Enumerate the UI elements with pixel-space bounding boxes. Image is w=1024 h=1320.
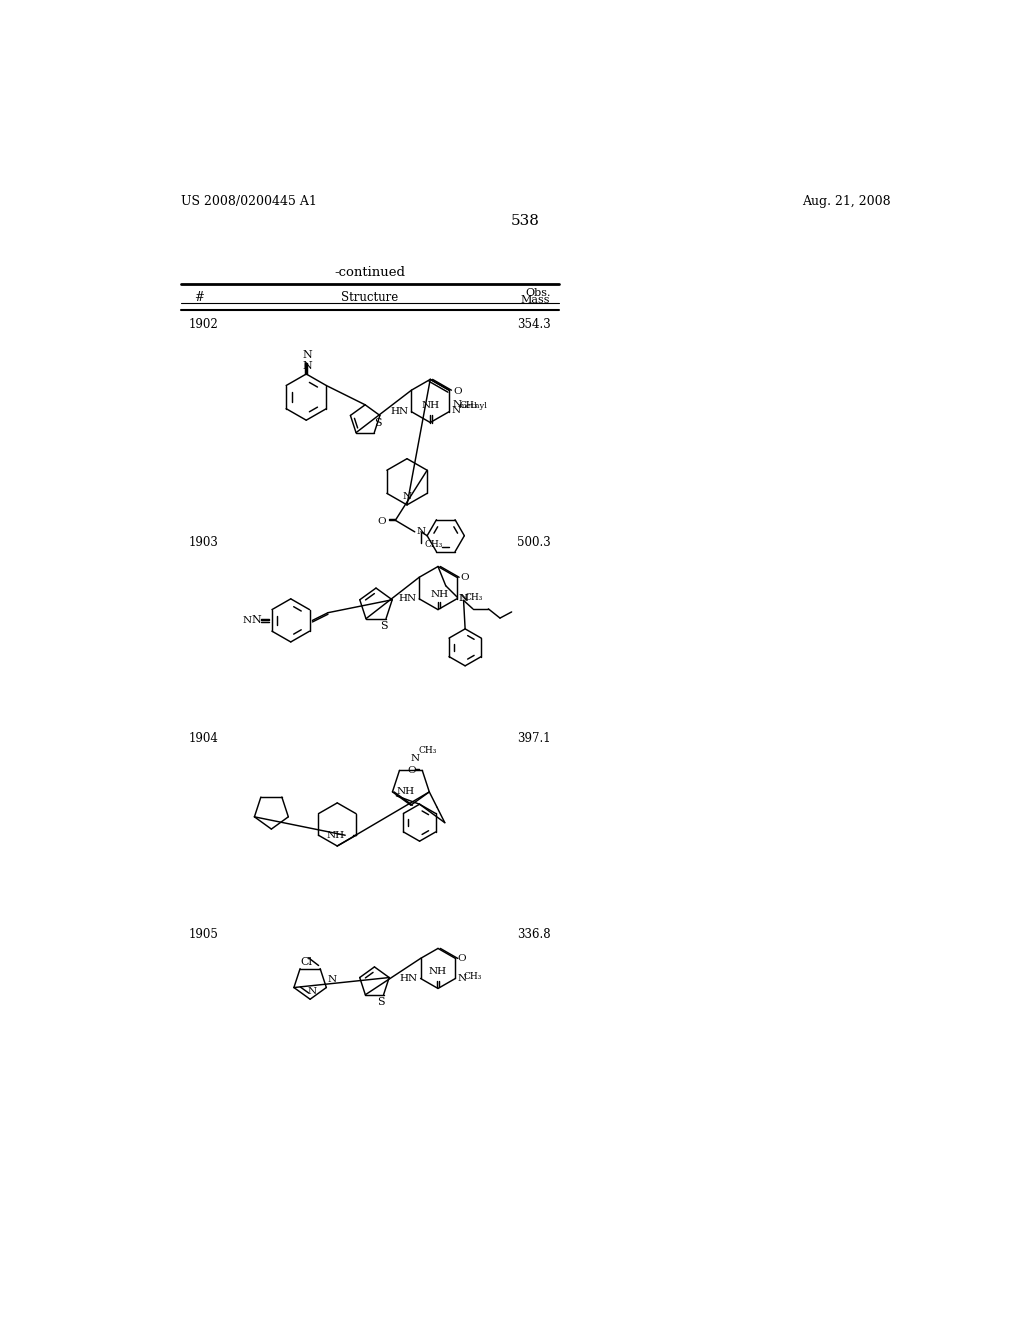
Text: 1902: 1902 (188, 318, 218, 331)
Text: N: N (411, 754, 419, 763)
Text: N: N (303, 360, 312, 371)
Text: N: N (459, 594, 468, 603)
Text: NH: NH (429, 968, 447, 977)
Text: CH₃: CH₃ (465, 593, 483, 602)
Text: Cl: Cl (300, 957, 312, 968)
Text: O: O (408, 766, 416, 775)
Text: NH: NH (421, 401, 439, 411)
Text: CH₃: CH₃ (460, 401, 478, 411)
Text: US 2008/0200445 A1: US 2008/0200445 A1 (180, 195, 316, 209)
Text: #: # (194, 290, 204, 304)
Text: Mass: Mass (521, 296, 550, 305)
Text: N: N (459, 594, 468, 603)
Text: O: O (458, 954, 466, 962)
Text: 397.1: 397.1 (517, 733, 550, 744)
Text: methyl: methyl (459, 403, 487, 411)
Text: CH₃: CH₃ (463, 973, 481, 981)
Text: 500.3: 500.3 (517, 536, 550, 549)
Text: HN: HN (390, 408, 409, 416)
Text: N: N (458, 974, 467, 983)
Text: HN: HN (399, 974, 418, 983)
Text: -continued: -continued (334, 267, 406, 280)
Text: Structure: Structure (341, 290, 398, 304)
Text: 1904: 1904 (188, 733, 218, 744)
Text: 354.3: 354.3 (517, 318, 550, 331)
Text: N: N (243, 616, 252, 624)
Text: O: O (453, 387, 462, 396)
Text: N: N (452, 405, 461, 414)
Text: CH₃: CH₃ (419, 746, 437, 755)
Text: 1903: 1903 (188, 536, 218, 549)
Text: S: S (378, 997, 385, 1007)
Text: N: N (307, 987, 316, 997)
Text: Aug. 21, 2008: Aug. 21, 2008 (802, 195, 891, 209)
Text: S: S (380, 620, 387, 631)
Text: NH: NH (430, 590, 449, 599)
Text: 1905: 1905 (188, 928, 218, 941)
Text: N: N (303, 350, 312, 360)
Text: N: N (252, 615, 261, 626)
Text: NH: NH (396, 788, 415, 796)
Text: N: N (328, 975, 337, 985)
Text: O: O (378, 517, 386, 527)
Text: S: S (374, 417, 381, 428)
Text: N: N (417, 528, 425, 536)
Text: NH: NH (327, 830, 344, 840)
Text: O: O (460, 573, 469, 582)
Text: N: N (453, 400, 461, 409)
Text: CH₃: CH₃ (424, 540, 442, 549)
Text: Obs.: Obs. (525, 288, 550, 298)
Text: 538: 538 (510, 214, 540, 228)
Text: N: N (402, 492, 412, 502)
Text: HN: HN (398, 594, 416, 603)
Text: 336.8: 336.8 (517, 928, 550, 941)
